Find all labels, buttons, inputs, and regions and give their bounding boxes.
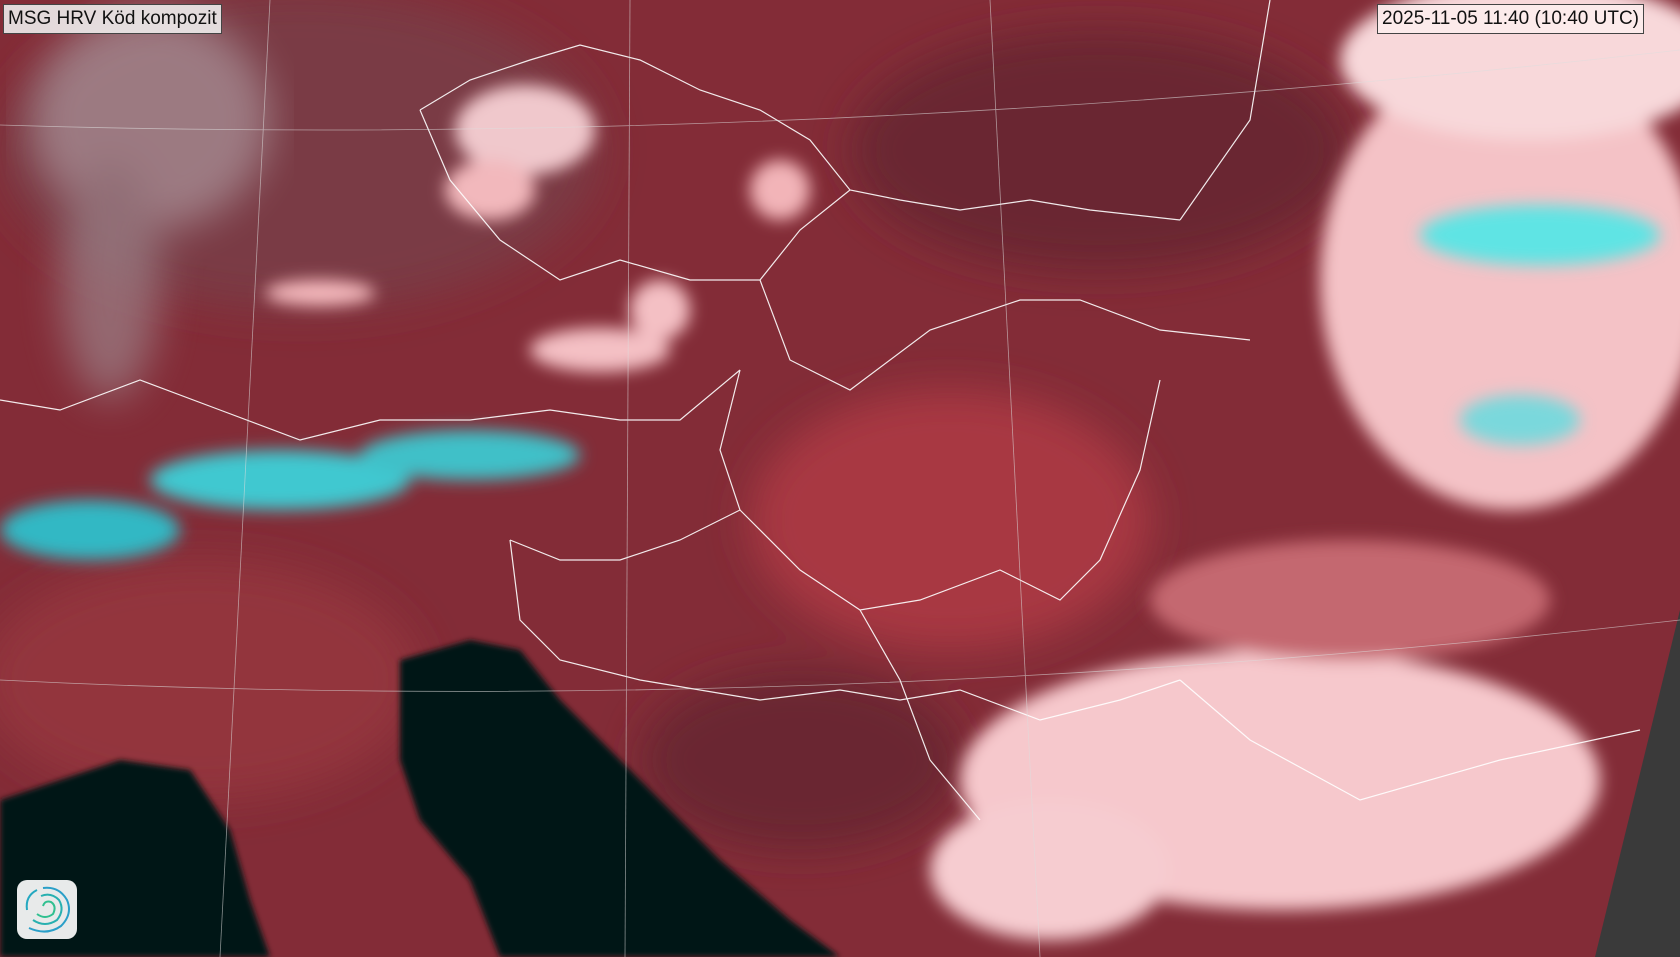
timestamp-label: 2025-11-05 11:40 (10:40 UTC) <box>1377 4 1645 34</box>
country-borders <box>0 0 1641 821</box>
clouds <box>265 0 1680 940</box>
haze-clouds <box>30 10 270 400</box>
swirl-logo-icon <box>17 880 77 939</box>
snow-cyan <box>0 205 1660 560</box>
product-title: MSG HRV Köd kompozit <box>3 4 222 34</box>
no-data-area <box>1595 610 1680 957</box>
